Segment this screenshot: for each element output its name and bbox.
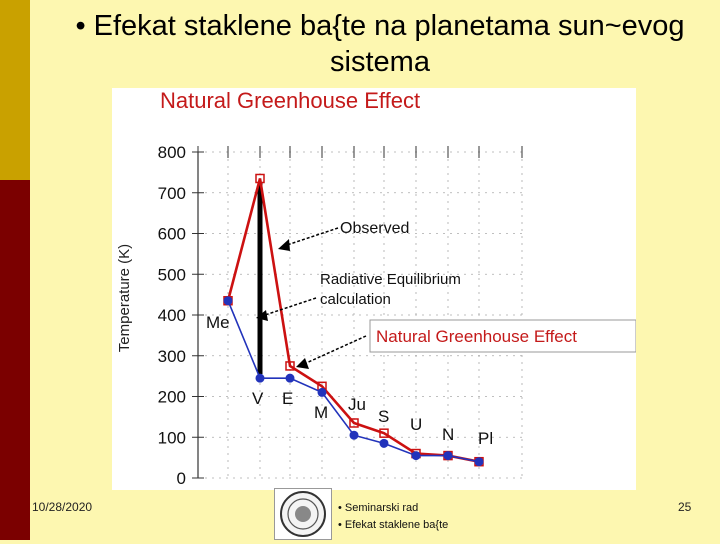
rad-eq-point-5 [379,438,389,448]
y-tick-label-1: 100 [158,428,186,447]
planet-label-3: M [314,403,328,422]
greenhouse-box-label: Natural Greenhouse Effect [376,327,577,346]
rad-eq-point-6 [411,451,421,461]
observed-point-4 [349,418,359,428]
series [223,173,484,467]
y-tick-label-0: 0 [177,469,186,488]
accent-bar-bottom [0,180,30,540]
chart-title: Natural Greenhouse Effect [160,88,420,113]
y-tick-labels: 0 100 200 300 400 500 600 700 800 [158,143,186,488]
chart-background [112,88,636,490]
footer-date: 10/28/2020 [32,500,93,514]
observed-point-5 [379,428,389,438]
planet-label-5: S [378,407,389,426]
y-axis-label: Temperature (K) [116,244,133,352]
observed-point-2 [285,361,295,371]
y-tick-label-8: 800 [158,143,186,162]
rad-eq-arrowhead [256,310,268,321]
slide-title: • Efekat staklene ba{te na planetama sun… [40,8,720,80]
rad-eq-point-7 [443,451,453,461]
footer-line-2: • Efekat staklene ba{te [338,519,449,531]
rad-eq-label-line-1: Radiative Equilibrium [320,271,461,288]
y-tick-label-7: 700 [158,184,186,203]
rad-eq-point-3 [317,387,327,397]
box-arrowhead [296,358,309,369]
planet-label-8: Pl [478,429,493,448]
chart: Natural Greenhouse Effect Temperature (K… [112,88,636,490]
rad-eq-point-0 [223,296,233,306]
rad-eq-point-8 [474,457,484,467]
university-logo [274,488,332,540]
y-tick-label-3: 300 [158,347,186,366]
rad-eq-pointer-line [261,297,317,317]
rad-eq-label-line-2: calculation [320,291,391,308]
planet-label-1: V [252,389,264,408]
footer-line-1: • Seminarski rad [338,502,419,514]
footer-text: • Seminarski rad • Efekat staklene ba{te [338,500,448,534]
observed-pointer-line [283,227,339,247]
y-tick-label-2: 200 [158,388,186,407]
seal-icon [280,491,326,537]
observed-arrowhead [278,239,290,251]
y-tick-label-6: 600 [158,225,186,244]
planet-label-6: U [410,415,422,434]
planet-label-7: N [442,425,454,444]
planet-labels: Me V E M Ju S U N Pl [206,313,493,448]
rad-eq-point-1 [255,373,265,383]
axes [192,146,523,479]
box-pointer-line [303,335,367,365]
y-tick-label-5: 500 [158,265,186,284]
accent-bar-top [0,0,30,180]
observed-label: Observed [340,220,409,237]
greenhouse-box [369,319,636,353]
planet-label-2: E [282,389,293,408]
rad-eq-point-2 [285,373,295,383]
planet-label-4: Ju [348,395,366,414]
planet-label-0: Me [206,313,230,332]
slide-title-line-2: sistema [330,46,430,78]
observed-point-1 [255,173,265,184]
slide-title-line-1: • Efekat staklene ba{te na planetama sun… [75,10,685,42]
y-tick-label-4: 400 [158,306,186,325]
chart-svg: Natural Greenhouse Effect Temperature (K… [112,88,636,490]
page-number: 25 [678,500,692,514]
rad-eq-point-4 [349,430,359,440]
